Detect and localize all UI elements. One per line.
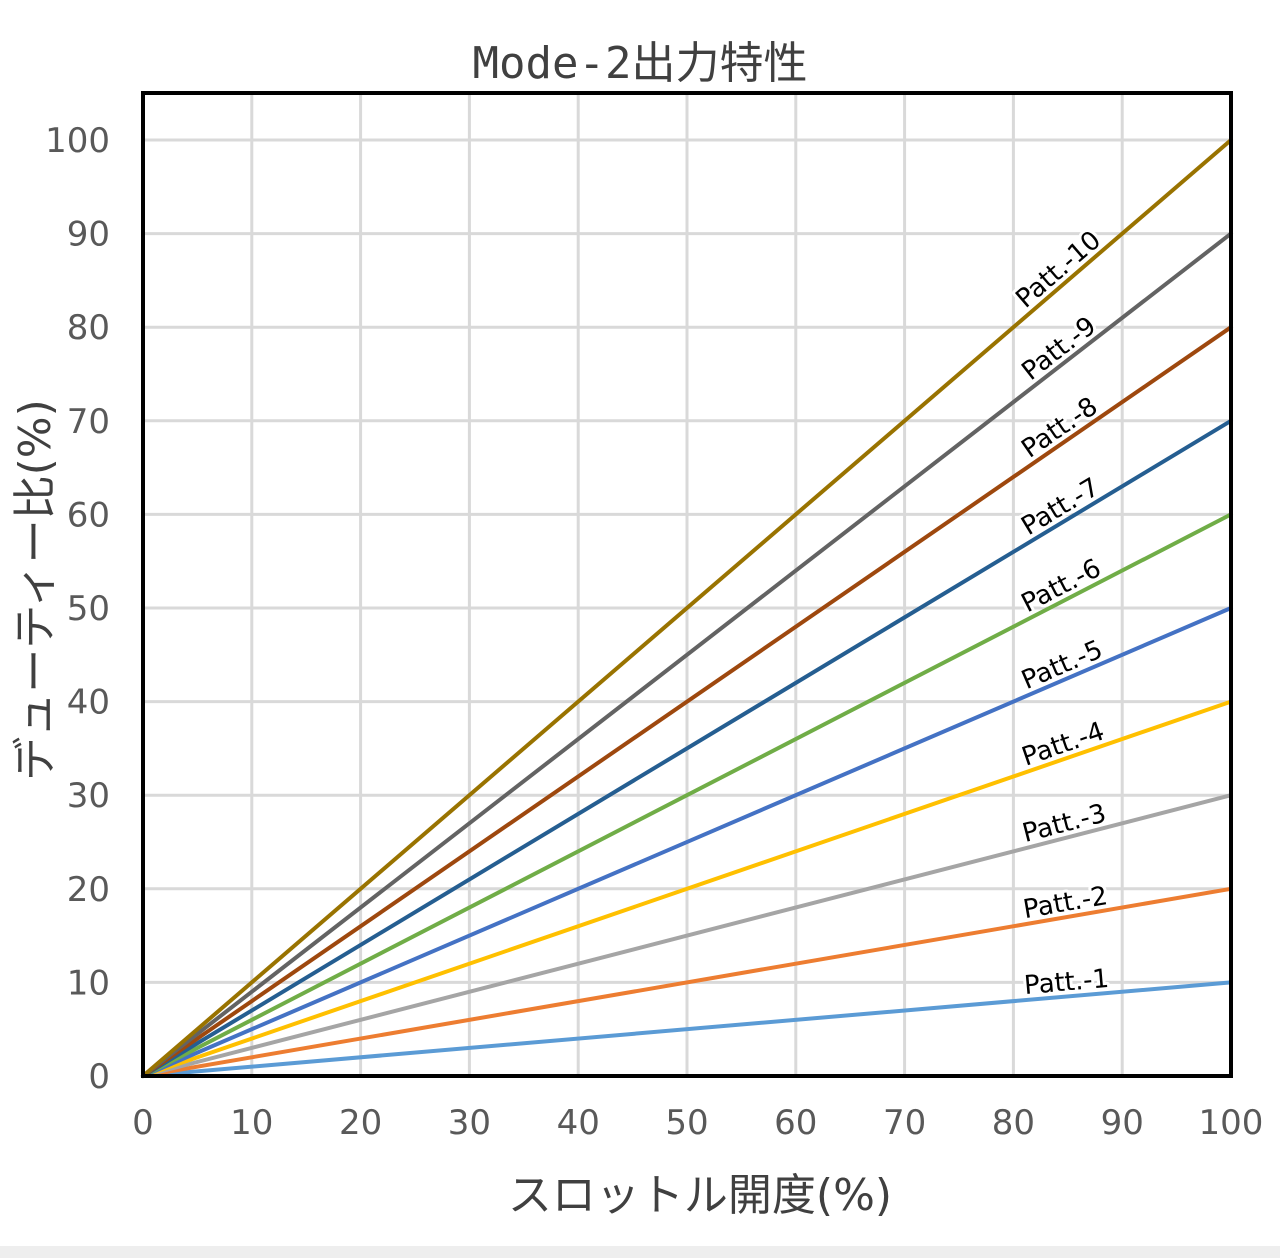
chart-title: Mode-2出力特性 — [473, 38, 808, 89]
x-tick-label: 70 — [883, 1103, 926, 1143]
y-tick-label: 20 — [67, 870, 110, 910]
x-tick-label: 90 — [1101, 1103, 1144, 1143]
x-tick-label: 10 — [230, 1103, 273, 1143]
y-tick-label: 0 — [88, 1057, 110, 1097]
y-tick-label: 70 — [67, 402, 110, 442]
series-labels: Patt.-1Patt.-2Patt.-3Patt.-4Patt.-5Patt.… — [1007, 222, 1113, 1004]
y-tick-label: 10 — [67, 963, 110, 1003]
series-label: Patt.-10 — [1010, 225, 1107, 314]
series-label: Patt.-4 — [1018, 717, 1108, 773]
x-tick-label: 60 — [774, 1103, 817, 1143]
plot-area-border — [141, 91, 1233, 1078]
y-tick-label: 80 — [67, 308, 110, 348]
series-lines — [141, 138, 1233, 1078]
y-tick-label: 50 — [67, 589, 110, 629]
series-label: Patt.-5 — [1017, 635, 1107, 696]
series-line — [141, 699, 1233, 1078]
x-tick-label: 100 — [1199, 1103, 1264, 1143]
series-line — [141, 606, 1233, 1078]
y-axis-title: デューティー比(%) — [10, 399, 61, 781]
x-tick-label: 0 — [132, 1103, 154, 1143]
bottom-band — [0, 1246, 1280, 1258]
series-line — [141, 138, 1233, 1078]
series-line — [141, 886, 1233, 1078]
series-line — [141, 512, 1233, 1078]
y-tick-labels: 0 10 20 30 40 50 60 70 80 90 100 — [45, 121, 110, 1097]
series-label: Patt.-9 — [1016, 311, 1102, 387]
x-tick-label: 30 — [448, 1103, 491, 1143]
y-tick-label: 30 — [67, 776, 110, 816]
series-label: Patt.-3 — [1019, 799, 1109, 849]
series-line — [141, 418, 1233, 1078]
y-tick-label: 90 — [67, 215, 110, 255]
x-tick-label: 20 — [339, 1103, 382, 1143]
series-line — [141, 793, 1233, 1078]
series-line — [141, 231, 1233, 1078]
y-tick-label: 100 — [45, 121, 110, 161]
x-axis-title: スロットル開度(%) — [508, 1170, 892, 1221]
series-label: Patt.-8 — [1016, 392, 1103, 465]
x-tick-label: 50 — [665, 1103, 708, 1143]
x-tick-label: 40 — [557, 1103, 600, 1143]
y-tick-label: 40 — [67, 683, 110, 723]
series-line — [141, 325, 1233, 1078]
y-tick-label: 60 — [67, 495, 110, 535]
series-line — [141, 980, 1233, 1078]
x-tick-labels: 0 10 20 30 40 50 60 70 80 90 100 — [132, 1103, 1263, 1143]
x-tick-label: 80 — [992, 1103, 1035, 1143]
